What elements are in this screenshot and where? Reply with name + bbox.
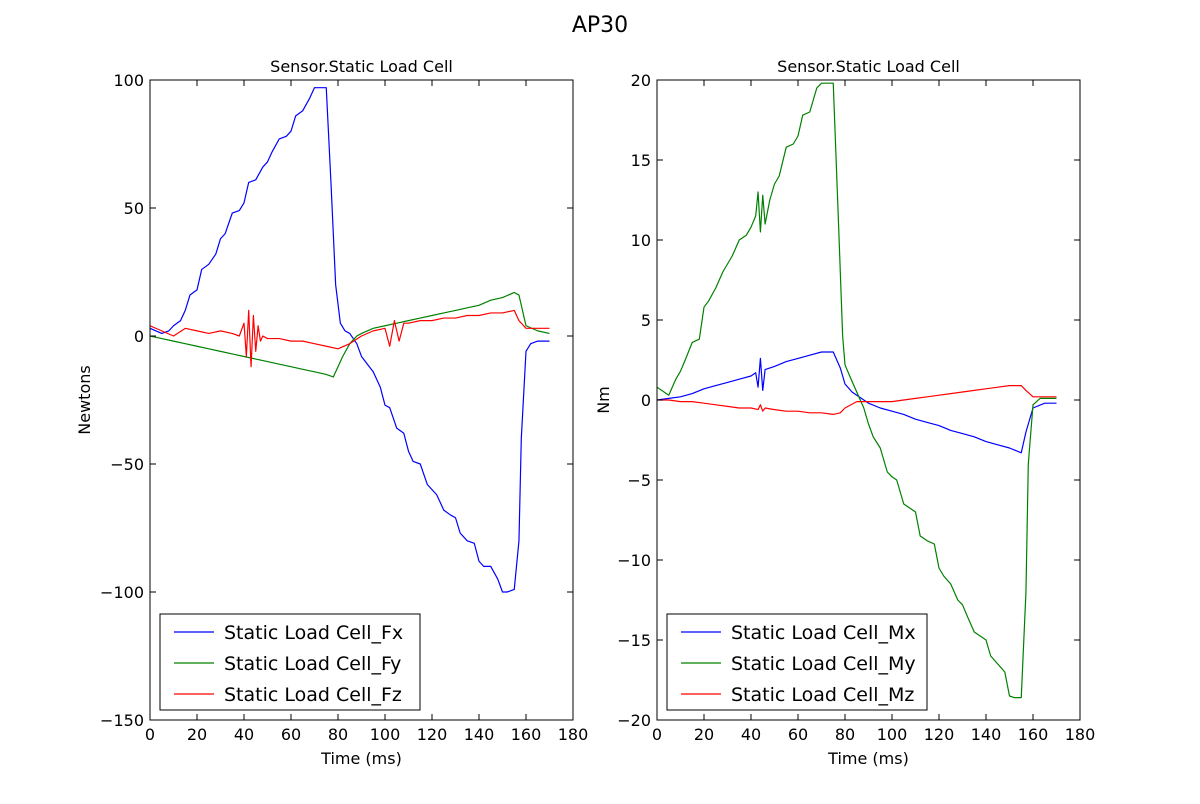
subplot-2: 0 20 40 60 80 100 120 140 160 180 −20 −15 −10 −5 0 5 10 1…: [594, 57, 1095, 768]
series-line-2: [150, 291, 550, 378]
legend: Static Load Cell_Fx Static Load Cell_Fy St…: [159, 613, 421, 711]
y-tick-label: 50: [124, 199, 144, 218]
y-tick-label: −5: [627, 471, 651, 490]
legend-entry: Static Load Cell_Mx: [731, 622, 916, 644]
series-line-3: [657, 385, 1057, 415]
y-tick-label: 10: [631, 231, 651, 250]
y-axis-label: Newtons: [75, 365, 94, 434]
legend-entry: Static Load Cell_My: [731, 653, 916, 675]
y-tick-label: −15: [617, 631, 651, 650]
legend-entry: Static Load Cell_Fz: [224, 684, 402, 706]
x-tick-label: 140: [464, 725, 495, 744]
legend-entry: Static Load Cell_Fy: [224, 653, 401, 675]
y-tick-label: 5: [641, 311, 651, 330]
x-tick-label: 160: [1018, 725, 1049, 744]
x-tick-label: 120: [417, 725, 448, 744]
x-axis-label: Time (ms): [827, 749, 909, 768]
series-line-1: [150, 87, 550, 593]
x-tick-label: 40: [234, 725, 254, 744]
y-tick-label: −20: [617, 711, 651, 730]
y-tick-label: 20: [631, 71, 651, 90]
x-tick-label: 40: [741, 725, 761, 744]
series-line-3: [150, 309, 550, 368]
x-tick-label: 120: [924, 725, 955, 744]
x-tick-label: 80: [328, 725, 348, 744]
plot-title: Sensor.Static Load Cell: [270, 57, 453, 76]
y-tick-label: 100: [113, 71, 144, 90]
x-tick-label: 0: [145, 725, 155, 744]
legend-entry: Static Load Cell_Mz: [731, 684, 914, 706]
y-axis-label: Nm: [594, 386, 613, 414]
x-tick-label: 100: [877, 725, 908, 744]
y-tick-label: 0: [134, 327, 144, 346]
x-axis-label: Time (ms): [320, 749, 402, 768]
x-tick-label: 80: [835, 725, 855, 744]
x-tick-label: 180: [558, 725, 589, 744]
x-tick-label: 60: [788, 725, 808, 744]
x-tick-label: 160: [511, 725, 542, 744]
x-tick-label: 20: [694, 725, 714, 744]
y-tick-label: −10: [617, 551, 651, 570]
x-tick-label: 100: [370, 725, 401, 744]
x-tick-label: 0: [652, 725, 662, 744]
subplot-1: 0 20 40 60 80 100 120 140 160 180 −150 −100 −50 0 50 10…: [75, 57, 588, 768]
y-tick-label: −150: [100, 711, 144, 730]
series-line-1: [657, 351, 1057, 454]
x-tick-label: 60: [281, 725, 301, 744]
y-tick-label: −100: [100, 583, 144, 602]
legend-entry: Static Load Cell_Fx: [224, 622, 403, 644]
x-tick-label: 140: [971, 725, 1002, 744]
legend: Static Load Cell_Mx Static Load Cell_My St…: [666, 613, 928, 711]
figure-suptitle: AP30: [572, 13, 628, 38]
plot-title: Sensor.Static Load Cell: [777, 57, 960, 76]
y-tick-label: 0: [641, 391, 651, 410]
y-tick-label: 15: [631, 151, 651, 170]
x-tick-label: 180: [1065, 725, 1096, 744]
axes-frame: [149, 79, 574, 721]
y-tick-label: −50: [110, 455, 144, 474]
x-tick-label: 20: [187, 725, 207, 744]
series-line-2: [657, 82, 1057, 699]
